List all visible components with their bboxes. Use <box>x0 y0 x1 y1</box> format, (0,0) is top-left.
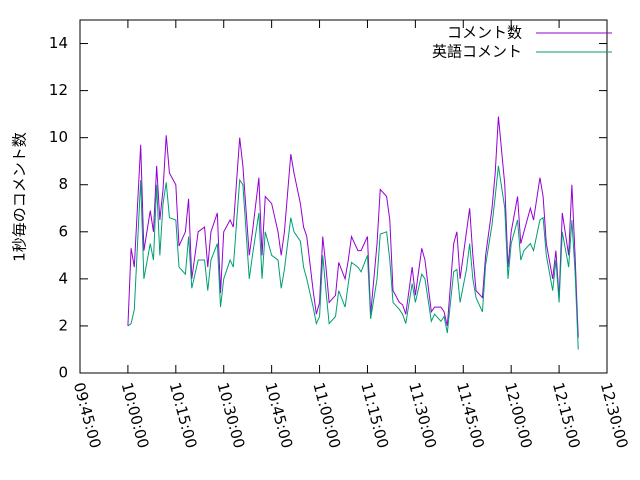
x-tick-label: 10:00:00 <box>118 381 153 451</box>
y-tick-label: 14 <box>49 34 68 52</box>
plot-frame <box>79 19 608 374</box>
x-tick-label: 12:00:00 <box>501 381 536 451</box>
y-tick-label: 10 <box>49 128 68 146</box>
data-line <box>127 116 579 338</box>
x-tick-label: 11:15:00 <box>357 381 392 451</box>
y-axis-label: 1秒毎のコメント数 <box>11 132 29 262</box>
data-line <box>127 165 579 350</box>
x-tick-label: 11:45:00 <box>453 381 488 451</box>
y-tick-label: 4 <box>58 269 68 287</box>
x-tick-label: 10:15:00 <box>166 381 201 451</box>
legend-label: コメント数 <box>447 24 522 42</box>
y-tick-label: 6 <box>58 222 68 240</box>
y-tick-label: 12 <box>49 81 68 99</box>
x-tick-label: 11:00:00 <box>309 381 344 451</box>
y-tick-label: 8 <box>58 175 68 193</box>
x-tick-label: 10:30:00 <box>214 381 249 451</box>
x-tick-label: 10:45:00 <box>261 381 296 451</box>
legend-label: 英語コメント <box>432 43 522 61</box>
x-tick-label: 11:30:00 <box>405 381 440 451</box>
x-tick-label: 12:30:00 <box>597 381 632 451</box>
y-tick-label: 2 <box>58 316 68 334</box>
x-tick-label: 12:15:00 <box>549 381 584 451</box>
x-tick-label: 09:45:00 <box>70 381 105 451</box>
y-tick-label: 0 <box>58 364 68 382</box>
